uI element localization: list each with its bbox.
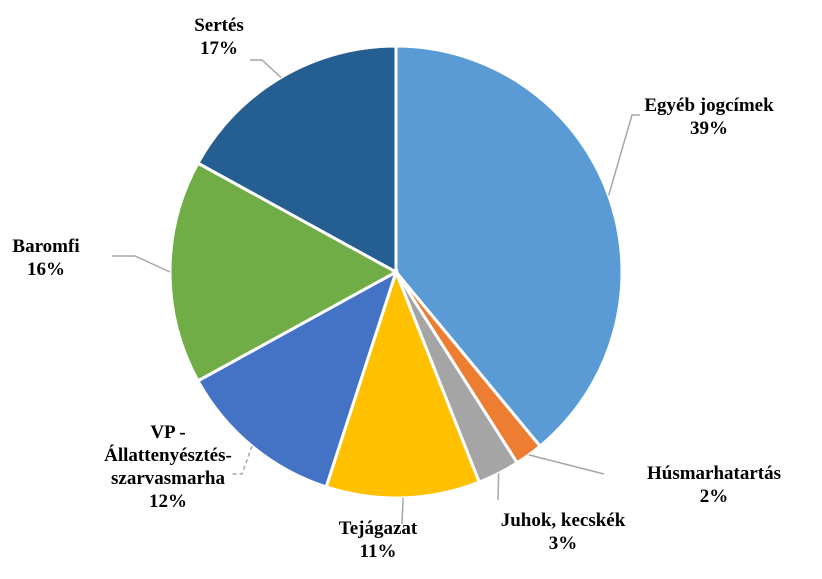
- value-label: 16%: [26, 259, 65, 280]
- data-label: Sertés 17%: [194, 14, 244, 60]
- value-label: 11%: [359, 541, 397, 562]
- pie-slice: [394, 44, 624, 449]
- value-label: 2%: [699, 486, 729, 507]
- category-label: Tejágazat: [338, 518, 418, 539]
- leader-line: [401, 497, 404, 525]
- data-label: Tejágazat 11%: [339, 517, 417, 563]
- category-label: Baromfi: [12, 236, 80, 257]
- value-label: 12%: [149, 491, 187, 512]
- category-label: Juhok, kecskék: [500, 510, 626, 531]
- value-label: 39%: [689, 118, 728, 139]
- pie-slice: [195, 268, 399, 489]
- data-label: Baromfi 16%: [12, 235, 79, 281]
- pie-slice: [324, 267, 482, 500]
- leader-line: [528, 454, 605, 475]
- category-label: VP - Állattenyésztés-szarvasmarha: [104, 422, 232, 489]
- category-label: Egyéb jogcímek: [644, 95, 774, 116]
- value-label: 3%: [548, 533, 578, 554]
- category-label: Sertés: [194, 15, 244, 36]
- leader-line: [230, 445, 253, 475]
- data-label: Egyéb jogcímek 39%: [644, 94, 773, 140]
- value-label: 17%: [200, 38, 238, 59]
- pie-slice: [195, 44, 398, 275]
- leader-line: [112, 255, 171, 273]
- category-label: Húsmarhatartás: [646, 463, 782, 484]
- data-label: Juhok, kecskék 3%: [501, 509, 626, 555]
- leader-line: [497, 473, 500, 501]
- data-label: Húsmarhatartás 2%: [647, 462, 781, 508]
- data-label: VP - Állattenyésztés-szarvasmarha 12%: [93, 421, 243, 513]
- pie-slice: [168, 161, 400, 383]
- leader-line: [250, 59, 282, 79]
- leader-line: [607, 114, 640, 196]
